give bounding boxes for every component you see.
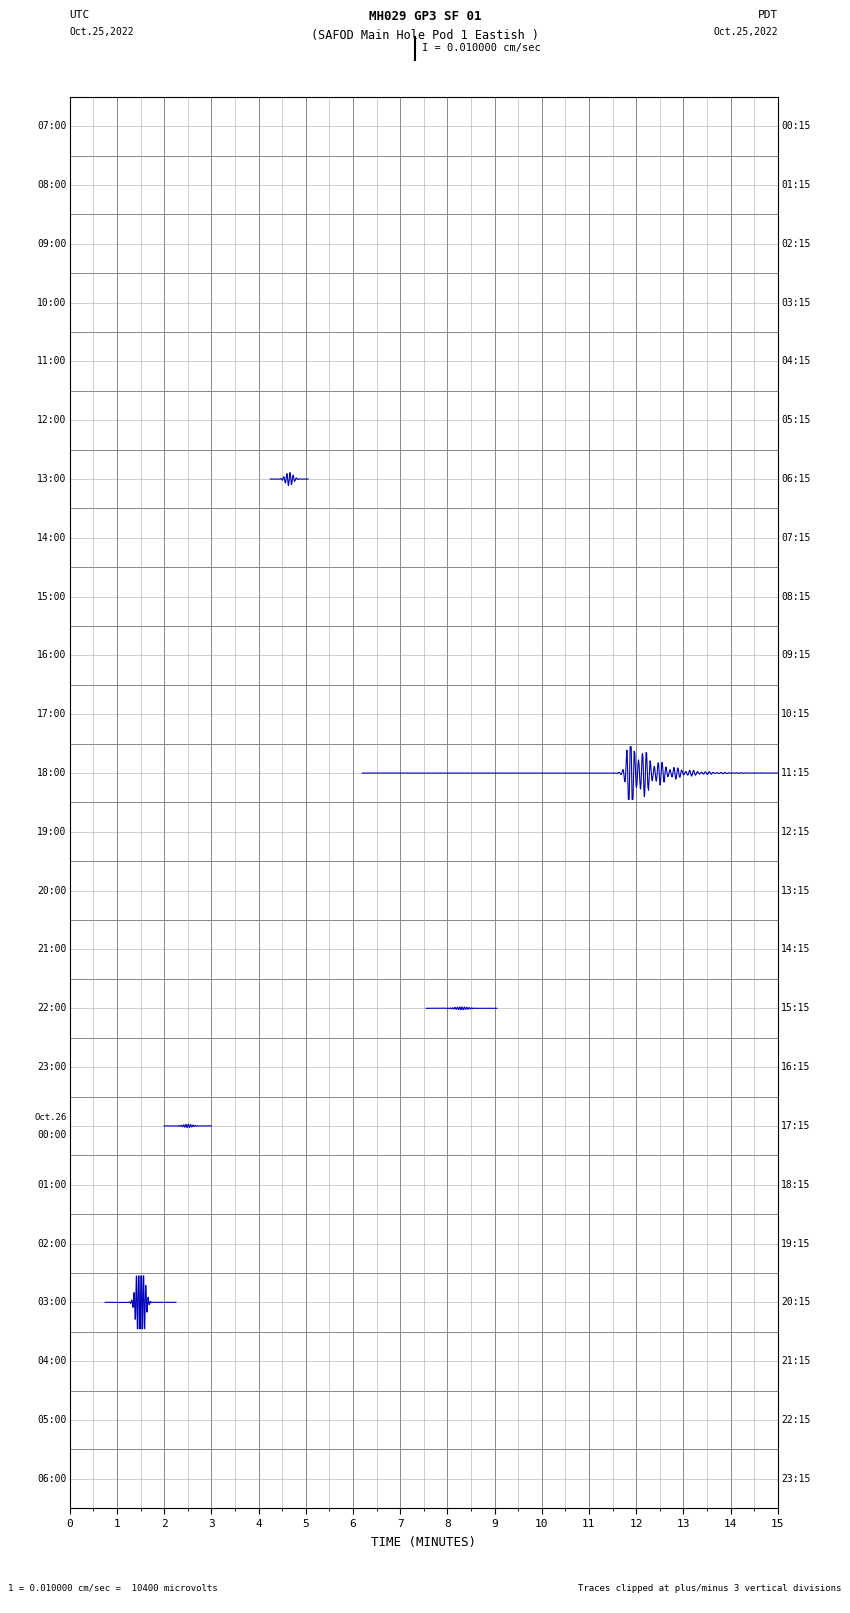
X-axis label: TIME (MINUTES): TIME (MINUTES) [371, 1536, 476, 1548]
Text: 16:15: 16:15 [781, 1061, 811, 1073]
Text: 05:15: 05:15 [781, 415, 811, 426]
Text: 02:00: 02:00 [37, 1239, 66, 1248]
Text: 07:15: 07:15 [781, 532, 811, 544]
Text: Traces clipped at plus/minus 3 vertical divisions: Traces clipped at plus/minus 3 vertical … [578, 1584, 842, 1594]
Text: 01:15: 01:15 [781, 181, 811, 190]
Text: 23:00: 23:00 [37, 1061, 66, 1073]
Text: 05:00: 05:00 [37, 1415, 66, 1424]
Text: 13:00: 13:00 [37, 474, 66, 484]
Text: Oct.25,2022: Oct.25,2022 [713, 27, 778, 37]
Text: 06:15: 06:15 [781, 474, 811, 484]
Text: 09:15: 09:15 [781, 650, 811, 660]
Text: 20:15: 20:15 [781, 1297, 811, 1307]
Text: 15:00: 15:00 [37, 592, 66, 602]
Text: 01:00: 01:00 [37, 1179, 66, 1190]
Text: 19:00: 19:00 [37, 827, 66, 837]
Text: 22:00: 22:00 [37, 1003, 66, 1013]
Text: 06:00: 06:00 [37, 1474, 66, 1484]
Text: (SAFOD Main Hole Pod 1 Eastish ): (SAFOD Main Hole Pod 1 Eastish ) [311, 29, 539, 42]
Text: 10:00: 10:00 [37, 298, 66, 308]
Text: 00:15: 00:15 [781, 121, 811, 131]
Text: 23:15: 23:15 [781, 1474, 811, 1484]
Text: Oct.26: Oct.26 [34, 1113, 66, 1121]
Text: 04:15: 04:15 [781, 356, 811, 366]
Text: PDT: PDT [757, 10, 778, 19]
Text: 07:00: 07:00 [37, 121, 66, 131]
Text: 12:15: 12:15 [781, 827, 811, 837]
Text: 22:15: 22:15 [781, 1415, 811, 1424]
Text: 08:00: 08:00 [37, 181, 66, 190]
Text: 11:00: 11:00 [37, 356, 66, 366]
Text: 11:15: 11:15 [781, 768, 811, 777]
Text: 12:00: 12:00 [37, 415, 66, 426]
Text: 14:00: 14:00 [37, 532, 66, 544]
Text: 13:15: 13:15 [781, 886, 811, 895]
Text: 16:00: 16:00 [37, 650, 66, 660]
Text: 14:15: 14:15 [781, 945, 811, 955]
Text: 17:00: 17:00 [37, 710, 66, 719]
Text: MH029 GP3 SF 01: MH029 GP3 SF 01 [369, 10, 481, 23]
Text: 18:15: 18:15 [781, 1179, 811, 1190]
Text: 04:00: 04:00 [37, 1357, 66, 1366]
Text: 15:15: 15:15 [781, 1003, 811, 1013]
Text: 17:15: 17:15 [781, 1121, 811, 1131]
Text: 1 = 0.010000 cm/sec =  10400 microvolts: 1 = 0.010000 cm/sec = 10400 microvolts [8, 1584, 218, 1594]
Text: Oct.25,2022: Oct.25,2022 [70, 27, 134, 37]
Text: 08:15: 08:15 [781, 592, 811, 602]
Text: 02:15: 02:15 [781, 239, 811, 248]
Text: 21:00: 21:00 [37, 945, 66, 955]
Text: 03:00: 03:00 [37, 1297, 66, 1307]
Text: 09:00: 09:00 [37, 239, 66, 248]
Text: UTC: UTC [70, 10, 90, 19]
Text: 10:15: 10:15 [781, 710, 811, 719]
Text: 18:00: 18:00 [37, 768, 66, 777]
Text: 21:15: 21:15 [781, 1357, 811, 1366]
Text: I = 0.010000 cm/sec: I = 0.010000 cm/sec [422, 44, 541, 53]
Text: 20:00: 20:00 [37, 886, 66, 895]
Text: 03:15: 03:15 [781, 298, 811, 308]
Text: 19:15: 19:15 [781, 1239, 811, 1248]
Text: 00:00: 00:00 [37, 1129, 66, 1140]
